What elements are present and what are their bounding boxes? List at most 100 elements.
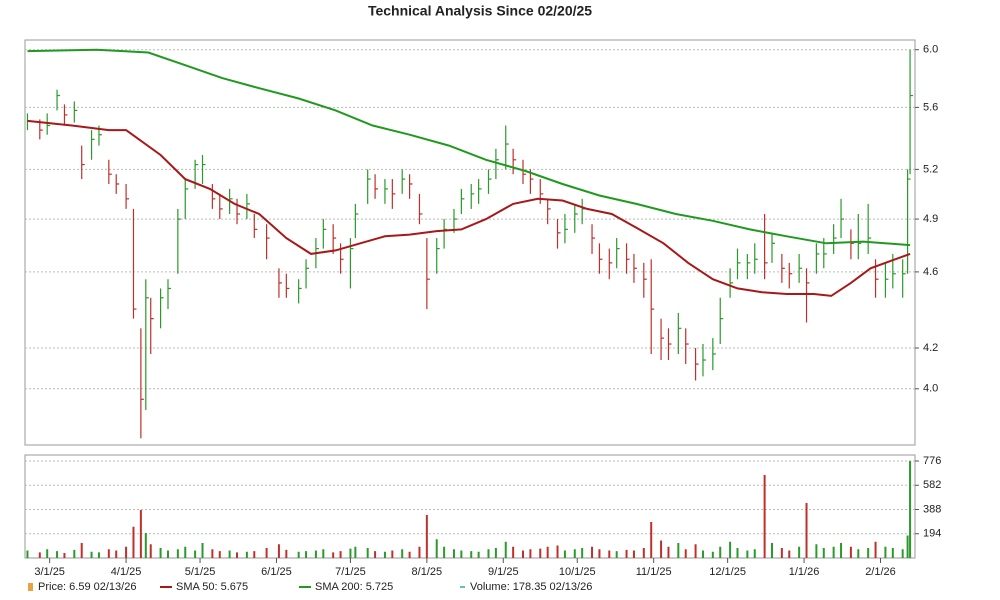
volume-bar [909,461,912,558]
volume-bar [297,551,300,558]
volume-bar [746,550,749,558]
volume-bar [460,550,463,558]
volume-bar [711,551,714,558]
volume-bar [425,515,428,558]
volume-bar [546,546,549,558]
volume-bar [563,550,566,558]
legend-label: Price: 6.59 02/13/26 [38,581,136,593]
x-tick-label: 11/1/25 [636,566,672,578]
volume-bar [581,548,584,558]
volume-bar [211,549,214,558]
volume-bar [354,546,357,558]
volume-bar [314,550,317,558]
y-tick-label: 4.6 [923,266,938,278]
volume-bar [901,549,904,558]
volume-bar [556,545,559,558]
volume-bar [477,551,480,558]
volume-bar [512,546,515,558]
volume-bar [780,548,783,558]
volume-bar [608,550,611,558]
sma-line [27,48,911,247]
volume-bar [591,546,594,558]
y-tick-label: 4.9 [923,213,938,225]
volume-bar [97,552,100,558]
volume-bar [73,549,76,558]
volume-bar [408,551,411,558]
volume-bar [763,475,766,558]
volume-bar [874,541,877,558]
volume-bar [90,551,93,558]
volume-bar [26,550,29,558]
volume-bar [660,540,663,558]
volume-bar [339,551,342,558]
volume-bar [729,541,732,558]
volume-bar [245,551,248,558]
volume-bar [401,549,404,558]
volume-bar [149,544,152,558]
volume-bar [470,551,473,558]
y-tick-label: 4.0 [923,383,938,395]
volume-bar [684,549,687,558]
volume-bar [805,503,808,558]
volume-bar [125,546,128,558]
volume-bar [236,552,239,558]
volume-bar [625,549,628,558]
volume-bar [906,535,909,558]
volume-bar [435,539,438,558]
volume-bar [694,544,697,558]
volume-bar [391,550,394,558]
volume-bar [615,551,618,558]
y-tick-label: 5.6 [923,101,938,113]
volume-bar [144,533,147,558]
volume-bar [753,549,756,558]
volume-bar [374,551,377,558]
volume-bar [265,548,268,558]
volume-bar [184,546,187,558]
volume-bar [891,548,894,558]
volume-bar [46,549,49,558]
volume-bar [642,548,645,558]
y-tick-label: 6.0 [923,44,938,56]
volume-bar [443,546,446,558]
y2-tick-label: 582 [923,479,941,491]
volume-bar [63,553,66,558]
y-tick-label: 5.2 [923,163,938,175]
volume-bar [285,549,288,558]
volume-bar [194,550,197,558]
y2-tick-label: 388 [923,503,941,515]
volume-bar [107,549,110,558]
volume-bar [277,544,280,558]
volume-bar [494,548,497,558]
volume-bar [115,550,118,558]
x-tick-label: 12/1/25 [709,566,746,578]
chart-title: Technical Analysis Since 02/20/25 [368,3,592,19]
volume-bar [383,551,386,558]
legend-label: Volume: 178.35 02/13/26 [470,581,592,593]
volume-bar [798,546,801,558]
volume-bar [867,548,870,558]
volume-bar [139,510,142,558]
volume-bar [228,550,231,558]
volume-bar [349,548,352,558]
volume-bar [201,543,204,558]
x-tick-label: 10/1/25 [559,566,596,578]
x-tick-label: 4/1/25 [111,566,142,578]
price-panel [24,39,916,446]
volume-bar [815,544,818,558]
volume-bar [788,550,791,558]
volume-bar [840,543,843,558]
volume-bar [677,543,680,558]
volume-bar [418,546,421,558]
volume-bar [598,549,601,558]
x-tick-label: 1/1/26 [789,566,820,578]
volume-bar [322,549,325,558]
volume-bar [504,541,507,558]
volume-bar [719,546,722,558]
y-tick-label: 4.2 [923,342,938,354]
x-tick-label: 5/1/25 [185,566,216,578]
volume-bar [218,551,221,558]
volume-bar [701,550,704,558]
volume-bar [305,551,308,558]
